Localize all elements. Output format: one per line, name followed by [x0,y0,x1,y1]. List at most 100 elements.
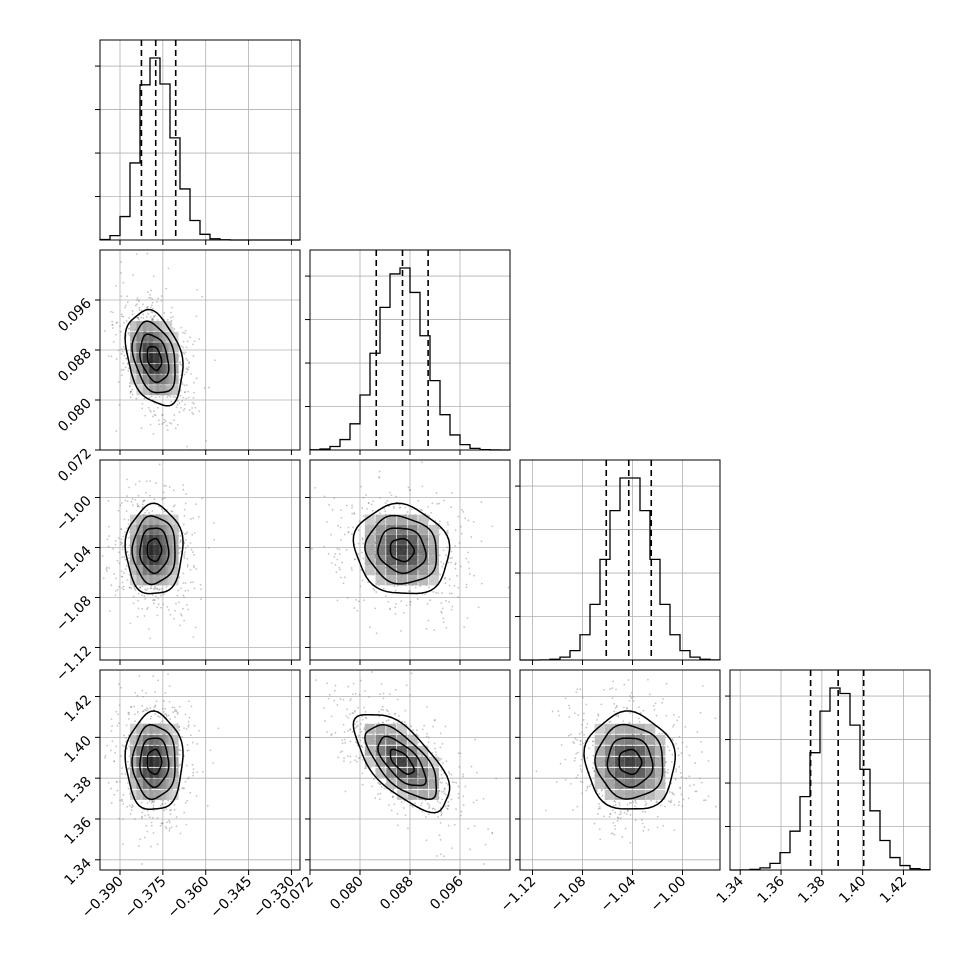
scatter-point [127,331,130,334]
scatter-point [176,711,179,714]
scatter-point [642,709,645,712]
scatter-point [439,853,442,856]
density-cell [136,545,147,555]
scatter-point [436,502,439,505]
scatter-point [350,567,353,569]
scatter-point [168,819,170,822]
scatter-point [114,539,117,542]
scatter-point [695,790,698,793]
scatter-point [154,414,157,417]
scatter-point [394,589,397,592]
scatter-point [191,411,194,414]
scatter-point [151,317,154,320]
scatter-point [421,802,423,804]
scatter-point [131,393,134,396]
scatter-point [106,538,109,541]
scatter-point [141,503,144,506]
scatter-point [438,502,441,505]
scatter-point [386,733,389,736]
scatter-point [178,601,180,604]
x-tick-label: −0.360 [165,874,213,922]
scatter-point [386,710,389,713]
scatter-point [559,762,562,765]
scatter-point [442,563,445,565]
scatter-point [123,321,126,324]
y-tick-label: 0.096 [55,295,95,335]
scatter-point [186,749,189,752]
scatter-point [185,384,188,387]
scatter-point [129,390,132,393]
scatter-point [150,587,153,590]
scatter-point [393,803,396,806]
scatter-point [626,803,629,806]
x-tick-label: −1.04 [598,873,640,915]
scatter-point [156,587,159,590]
scatter-point [160,606,162,609]
panel-content [314,670,498,865]
scatter-point [609,813,612,816]
scatter-point [128,745,131,747]
scatter-point [146,802,149,804]
scatter-point [115,781,118,784]
scatter-point [142,695,145,698]
scatter-point [670,799,673,802]
scatter-point [184,589,187,592]
scatter-point [359,728,362,731]
scatter-point [372,500,375,503]
scatter-point [120,528,122,531]
density-cell [136,524,147,535]
density-cell [407,778,418,789]
scatter-point [455,808,457,811]
scatter-point [353,558,356,561]
scatter-point [385,719,388,722]
scatter-point [183,391,186,394]
scatter-point [400,629,402,632]
scatter-point [158,589,160,591]
scatter-point [138,675,141,677]
scatter-point [178,624,181,627]
scatter-point [393,507,395,510]
scatter-point [181,787,184,789]
scatter-point [344,741,347,744]
scatter-point [358,734,360,737]
density-cell [149,575,160,586]
scatter-point [198,410,201,413]
scatter-point [457,586,460,589]
scatter-point [180,345,183,347]
scatter-point [120,502,123,504]
scatter-point [136,303,138,306]
scatter-point [121,350,124,353]
scatter-point [165,827,168,830]
density-cell [142,575,153,586]
scatter-point [123,354,126,357]
scatter-point [652,704,655,707]
scatter-point [342,698,345,701]
scatter-point [572,741,575,743]
density-cell [168,545,179,555]
scatter-point [439,573,441,576]
scatter-point [440,811,442,813]
scatter-point [343,738,346,741]
scatter-point [184,351,187,354]
scatter-point [134,304,137,307]
scatter-point [373,589,376,592]
scatter-point [153,799,156,802]
scatter-point [171,755,174,758]
scatter-point [358,520,361,523]
scatter-point [377,793,380,796]
scatter-point [585,789,588,792]
scatter-point [183,384,186,387]
scatter-point [141,403,144,405]
density-cell [604,734,615,745]
scatter-point [472,801,475,804]
scatter-point [127,712,130,715]
scatter-point [121,843,124,846]
scatter-point [400,600,403,603]
scatter-point [703,799,705,802]
scatter-point [432,725,434,728]
scatter-point [473,574,476,577]
density-cell [130,734,140,745]
scatter-point [620,812,622,815]
density-cell [428,524,439,535]
scatter-point [183,407,186,410]
